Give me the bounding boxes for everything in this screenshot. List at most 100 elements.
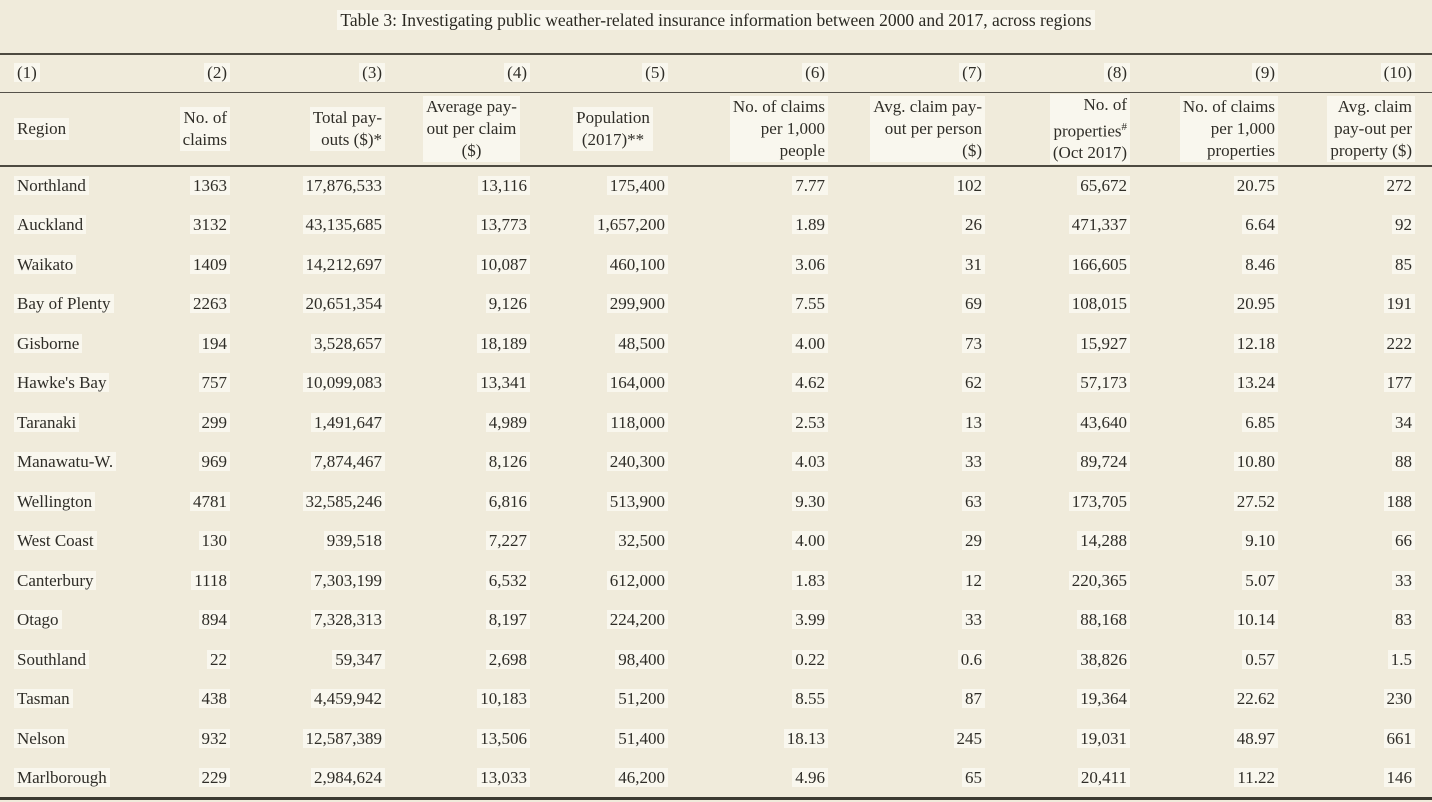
table-title-text: Table 3: Investigating public weather-re… (337, 10, 1095, 30)
table-row: Gisborne 194 3,528,657 18,189 48,500 4.00 73 15… (0, 324, 1432, 364)
cell-value: 166,605 (999, 245, 1144, 285)
cell-text: 1363 (190, 176, 230, 196)
cell-value: 7,874,467 (244, 443, 399, 483)
cell-text: 932 (198, 728, 230, 748)
cell-value: 299 (150, 403, 244, 443)
column-number: (8) (999, 54, 1144, 92)
cell-value: 108,015 (999, 285, 1144, 325)
cell-value: 932 (150, 719, 244, 759)
column-number: (5) (544, 54, 682, 92)
cell-text: 14,288 (1077, 531, 1130, 551)
cell-value: 460,100 (544, 245, 682, 285)
cell-value: 1,657,200 (544, 206, 682, 246)
cell-value: 230 (1292, 680, 1432, 720)
cell-text: 471,337 (1068, 215, 1130, 235)
cell-region: Southland (0, 640, 150, 680)
cell-region: Otago (0, 601, 150, 641)
cell-value: 17,876,533 (244, 166, 399, 206)
column-header-text: Avg. claim pay-out per property ($) (1327, 95, 1415, 162)
cell-value: 34 (1292, 403, 1432, 443)
cell-text: 2263 (190, 294, 230, 314)
cell-text: Canterbury (14, 570, 97, 590)
footnote-marker: # (1121, 120, 1128, 133)
cell-value: 1,491,647 (244, 403, 399, 443)
cell-value: 894 (150, 601, 244, 641)
cell-text: 13,506 (477, 728, 530, 748)
cell-value: 6.85 (1144, 403, 1292, 443)
cell-text: 240,300 (606, 452, 668, 472)
cell-value: 146 (1292, 759, 1432, 799)
cell-value: 9,126 (399, 285, 544, 325)
cell-text: 0.57 (1242, 649, 1278, 669)
cell-text: 4,459,942 (311, 689, 385, 709)
cell-text: 13.24 (1233, 373, 1278, 393)
cell-text: 34 (1392, 412, 1415, 432)
cell-text: 102 (953, 176, 985, 196)
cell-text: 173,705 (1068, 491, 1130, 511)
cell-value: 3132 (150, 206, 244, 246)
cell-value: 4,989 (399, 403, 544, 443)
cell-text: 31 (962, 254, 985, 274)
cell-value: 63 (842, 482, 999, 522)
cell-text: 2,984,624 (311, 767, 385, 787)
cell-text: 757 (198, 373, 230, 393)
cell-value: 13,116 (399, 166, 544, 206)
cell-text: 1,491,647 (311, 412, 385, 432)
cell-text: 33 (1392, 570, 1415, 590)
column-header-text: No. of properties# (Oct 2017) (1049, 93, 1130, 165)
cell-text: 12 (962, 570, 985, 590)
cell-text: 6.85 (1242, 412, 1278, 432)
cell-text: 32,500 (615, 531, 668, 551)
cell-text: 13,341 (477, 373, 530, 393)
cell-value: 48.97 (1144, 719, 1292, 759)
cell-value: 98,400 (544, 640, 682, 680)
cell-text: 19,031 (1077, 728, 1130, 748)
cell-region: Marlborough (0, 759, 150, 799)
cell-value: 11.22 (1144, 759, 1292, 799)
cell-text: 13,033 (477, 767, 530, 787)
cell-text: 88,168 (1077, 610, 1130, 630)
cell-text: Taranaki (14, 412, 80, 432)
cell-value: 57,173 (999, 364, 1144, 404)
cell-value: 43,135,685 (244, 206, 399, 246)
table-row: Taranaki 299 1,491,647 4,989 118,000 2.53 13 43… (0, 403, 1432, 443)
cell-value: 194 (150, 324, 244, 364)
cell-value: 22 (150, 640, 244, 680)
cell-text: 224,200 (606, 610, 668, 630)
cell-text: 3132 (190, 215, 230, 235)
cell-value: 6,816 (399, 482, 544, 522)
column-header-properties-main: No. of properties (1053, 94, 1127, 141)
cell-text: Otago (14, 610, 62, 630)
cell-value: 18.13 (682, 719, 842, 759)
cell-text: 299 (198, 412, 230, 432)
cell-value: 7.55 (682, 285, 842, 325)
cell-text: 8,126 (485, 452, 530, 472)
cell-text: 146 (1383, 767, 1415, 787)
column-header-claims: No. of claims (150, 92, 244, 166)
cell-value: 969 (150, 443, 244, 483)
cell-value: 6,532 (399, 561, 544, 601)
cell-text: 29 (962, 531, 985, 551)
cell-text: 3.99 (792, 610, 828, 630)
cell-text: 6.64 (1242, 215, 1278, 235)
column-header-avg-payout-claim: Average pay- out per claim ($) (399, 92, 544, 166)
cell-text: 13,116 (477, 176, 530, 196)
cell-text: 7.55 (792, 294, 828, 314)
cell-text: 12,587,389 (302, 728, 385, 748)
cell-value: 51,200 (544, 680, 682, 720)
cell-value: 229 (150, 759, 244, 799)
cell-text: 6,532 (485, 570, 530, 590)
cell-text: 89,724 (1077, 452, 1130, 472)
cell-text: 48.97 (1233, 728, 1278, 748)
cell-value: 177 (1292, 364, 1432, 404)
cell-text: 5.07 (1242, 570, 1278, 590)
cell-value: 7,303,199 (244, 561, 399, 601)
cell-text: 11.22 (1234, 767, 1278, 787)
cell-text: 272 (1383, 176, 1415, 196)
cell-text: 33 (962, 452, 985, 472)
cell-text: 10,183 (477, 689, 530, 709)
cell-text: 48,500 (615, 333, 668, 353)
cell-text: 20.95 (1233, 294, 1278, 314)
cell-text: 8,197 (485, 610, 530, 630)
cell-text: 51,200 (615, 689, 668, 709)
